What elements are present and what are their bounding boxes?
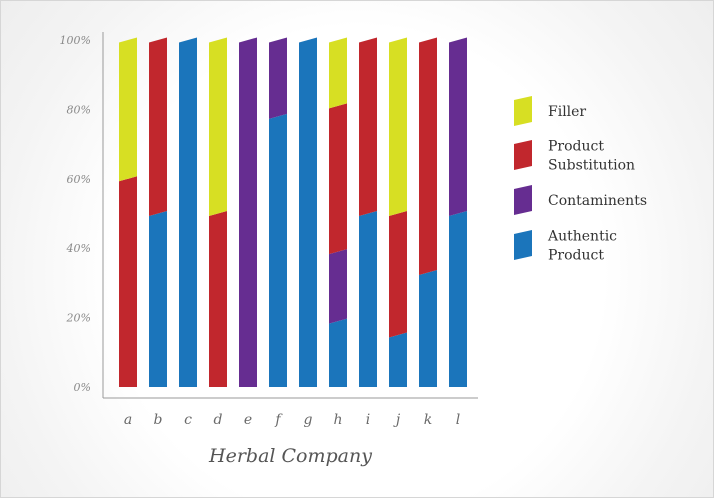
bar-segment-g-authentic-product: [299, 37, 317, 387]
x-tick-label-l: l: [456, 412, 460, 428]
bar-segment-i-product-substitution: [359, 37, 377, 216]
legend-swatch-product-substitution: [514, 140, 532, 170]
bar-segment-l-contaminents: [449, 37, 467, 216]
x-tick-label-e: e: [244, 412, 252, 428]
y-tick-label: 100%: [60, 34, 91, 47]
x-tick-label-f: f: [274, 412, 283, 428]
x-tick-label-g: g: [304, 412, 313, 428]
x-tick-label-c: c: [184, 412, 192, 428]
x-tick-label-d: d: [214, 412, 223, 428]
legend-label-contaminents: Contaminents: [548, 193, 647, 209]
y-tick-label: 20%: [66, 312, 91, 325]
bar-segment-i-authentic-product: [359, 211, 377, 387]
y-tick-label: 0%: [74, 381, 91, 394]
bar-segment-k-product-substitution: [419, 37, 437, 275]
y-tick-label: 60%: [67, 173, 91, 186]
bar-segment-e-contaminents: [239, 37, 257, 387]
legend-swatch-authentic-product: [514, 230, 532, 260]
bar-segment-h-product-substitution: [329, 103, 347, 255]
bar-segment-b-authentic-product: [149, 211, 167, 387]
bar-segment-j-authentic-product: [389, 332, 407, 387]
legend-label-filler: Filler: [548, 104, 586, 120]
x-tick-label-a: a: [124, 412, 132, 428]
bar-segment-j-product-substitution: [389, 211, 407, 338]
bar-segment-h-contaminents: [329, 249, 347, 324]
x-tick-label-h: h: [333, 412, 342, 428]
bar-segment-h-filler: [329, 37, 347, 109]
legend-label-product-substitution: Product Substitution: [548, 139, 635, 174]
x-axis-title: Herbal Company: [208, 445, 372, 467]
y-tick-label: 40%: [66, 242, 91, 255]
bar-segment-j-filler: [389, 37, 407, 216]
bar-segment-a-filler: [119, 37, 137, 182]
bar-segment-c-authentic-product: [179, 37, 197, 387]
legend-label-authentic-product: Authentic Product: [547, 229, 617, 264]
legend-swatch-contaminents: [514, 185, 532, 215]
chart-legend: Filler Product Substitution Contaminents Aut…: [514, 96, 647, 264]
y-axis-ticks: 0% 20% 40% 60% 80% 100%: [60, 34, 91, 394]
bar-segment-f-authentic-product: [269, 113, 287, 387]
bar-segment-d-product-substitution: [209, 211, 227, 387]
bar-segment-b-product-substitution: [149, 37, 167, 216]
chart-bars: [119, 37, 467, 387]
x-tick-label-j: j: [393, 412, 401, 428]
bar-segment-k-authentic-product: [419, 269, 437, 387]
legend-swatch-filler: [514, 96, 532, 126]
x-tick-label-b: b: [154, 412, 163, 428]
chart-axes: [102, 32, 478, 399]
x-tick-label-k: k: [424, 412, 432, 428]
x-axis-categories: a b c d e f g h i j k l: [124, 412, 460, 428]
y-tick-label: 80%: [67, 103, 91, 116]
x-tick-label-i: i: [366, 412, 370, 428]
bar-segment-l-authentic-product: [449, 211, 467, 387]
bar-segment-f-contaminents: [269, 37, 287, 119]
bar-segment-a-product-substitution: [119, 176, 137, 387]
bar-segment-h-authentic-product: [329, 318, 347, 387]
bar-segment-d-filler: [209, 37, 227, 216]
